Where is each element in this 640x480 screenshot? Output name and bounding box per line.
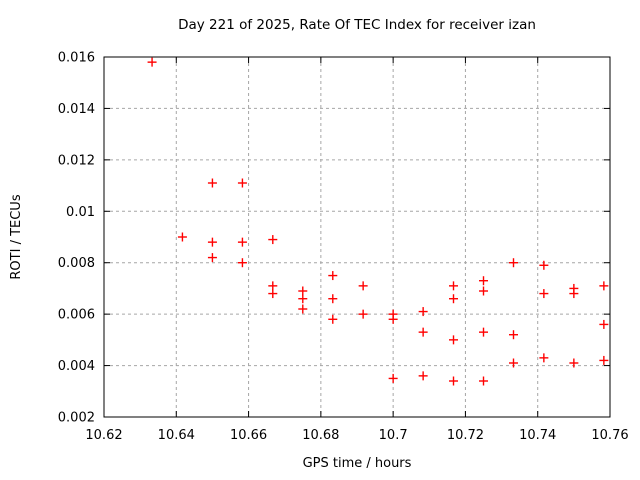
- data-point: [298, 294, 308, 304]
- data-point: [358, 309, 368, 319]
- data-point: [479, 276, 488, 286]
- data-point: [237, 178, 247, 188]
- data-point: [207, 237, 217, 247]
- data-point: [237, 258, 247, 268]
- y-tick-label: 0.012: [58, 153, 95, 168]
- data-point: [449, 335, 459, 345]
- data-point: [237, 237, 247, 247]
- data-point: [388, 373, 398, 383]
- data-points-layer: [147, 57, 609, 386]
- data-point: [268, 289, 278, 299]
- data-point: [207, 253, 217, 263]
- chart-title: Day 221 of 2025, Rate Of TEC Index for r…: [178, 17, 536, 33]
- data-point: [418, 327, 428, 337]
- data-point: [599, 319, 609, 329]
- data-point: [508, 330, 518, 340]
- data-point: [147, 57, 157, 67]
- data-point: [328, 271, 338, 281]
- x-tick-label: 10.62: [85, 428, 122, 443]
- x-tick-label: 10.74: [519, 428, 556, 443]
- data-point: [569, 358, 579, 368]
- data-point: [539, 260, 549, 270]
- grid-layer: [104, 57, 610, 417]
- data-point: [479, 376, 488, 386]
- tick-layer: 10.62 10.64 10.66 10.68 10.7 10.72 10.74 10.76 0…: [58, 51, 629, 444]
- data-point: [599, 355, 609, 365]
- data-point: [418, 307, 428, 317]
- x-tick-label: 10.7: [379, 428, 408, 443]
- data-point: [449, 281, 459, 291]
- x-tick-label: 10.72: [447, 428, 484, 443]
- data-point: [539, 353, 549, 363]
- data-point: [328, 294, 338, 304]
- plot-frame: [103, 56, 611, 418]
- data-point: [298, 304, 308, 314]
- frame-layer: [103, 56, 611, 418]
- y-tick-label: 0.016: [58, 51, 95, 66]
- data-point: [388, 314, 398, 324]
- data-point: [539, 289, 549, 299]
- data-point: [328, 314, 338, 324]
- x-axis-label: GPS time / hours: [303, 456, 412, 471]
- data-point: [358, 281, 368, 291]
- data-point: [207, 178, 217, 188]
- data-point: [418, 371, 428, 381]
- data-point: [268, 281, 278, 291]
- y-tick-label: 0.002: [58, 411, 95, 426]
- data-point: [268, 235, 278, 245]
- y-tick-label: 0.004: [58, 359, 95, 374]
- y-tick-label: 0.01: [66, 205, 95, 220]
- data-point: [177, 232, 187, 242]
- y-tick-label: 0.008: [58, 256, 95, 271]
- x-tick-label: 10.66: [230, 428, 267, 443]
- data-point: [449, 294, 459, 304]
- y-tick-label: 0.014: [58, 102, 95, 117]
- data-point: [508, 258, 518, 268]
- data-point: [298, 286, 308, 296]
- data-point: [569, 289, 579, 299]
- x-tick-label: 10.64: [158, 428, 195, 443]
- data-point: [508, 358, 518, 368]
- data-point: [599, 281, 609, 291]
- y-axis-label: ROTI / TECUs: [9, 194, 24, 279]
- x-tick-label: 10.76: [591, 428, 628, 443]
- data-point: [479, 327, 488, 337]
- data-point: [449, 376, 459, 386]
- x-tick-label: 10.68: [302, 428, 339, 443]
- y-tick-label: 0.006: [58, 308, 95, 323]
- data-point: [479, 286, 488, 296]
